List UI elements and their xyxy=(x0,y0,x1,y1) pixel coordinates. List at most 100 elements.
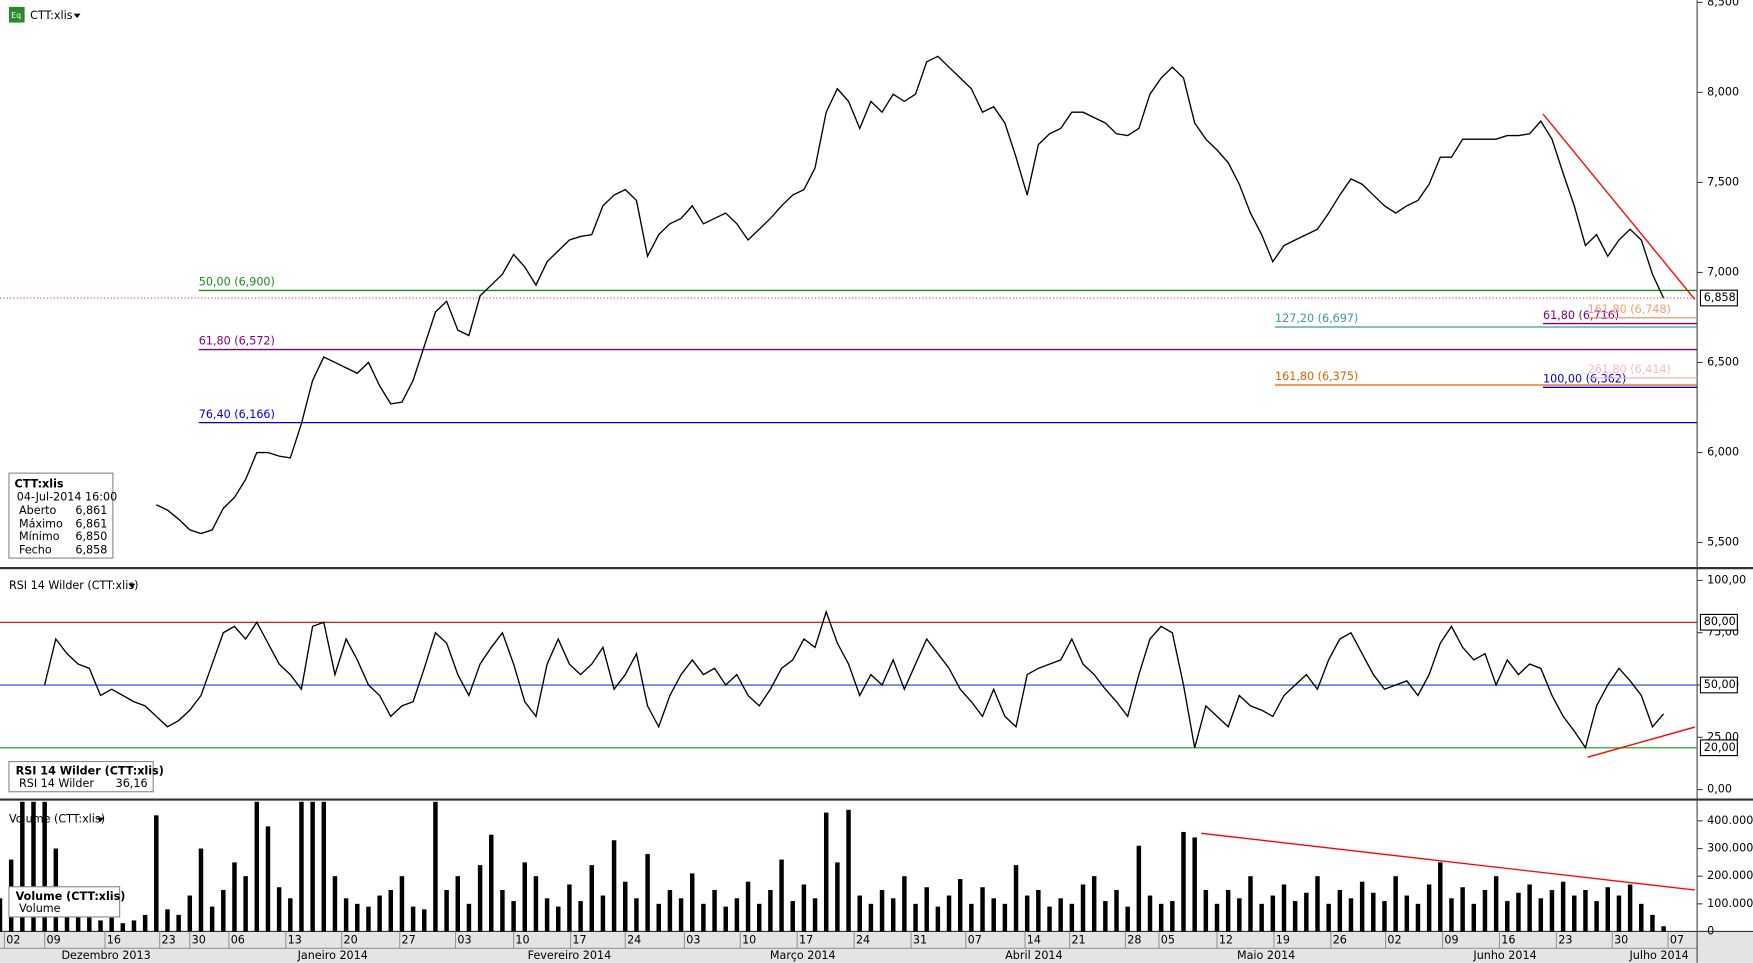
volume-bar xyxy=(1426,884,1432,932)
volume-bar xyxy=(756,903,762,932)
volume-bar xyxy=(1650,914,1655,932)
volume-bar xyxy=(1572,895,1577,932)
volume-bar xyxy=(1147,895,1153,932)
volume-bar xyxy=(399,876,405,932)
info-boxes: CTT:xlis 04-Jul-2014 16:00 Aberto 6,861 … xyxy=(8,472,164,918)
volume-bar xyxy=(623,881,628,932)
volume-bar xyxy=(410,906,416,932)
month-label: Dezembro 2013 xyxy=(61,949,150,962)
last-price-label: 6,858 xyxy=(1704,291,1736,304)
x-tick-label: 03 xyxy=(457,933,471,946)
volume-bar xyxy=(533,876,539,932)
x-tick-label: 30 xyxy=(192,933,206,946)
x-tick-label: 16 xyxy=(107,933,121,946)
volume-bar xyxy=(645,854,650,932)
volume-bar xyxy=(87,914,92,932)
info-label: Volume xyxy=(19,902,61,915)
volume-bar xyxy=(332,876,338,932)
volume-bar xyxy=(165,909,170,932)
volume-bar xyxy=(422,909,427,932)
volume-bar xyxy=(712,890,717,932)
x-tick-label: 14 xyxy=(1027,933,1041,946)
volume-bar xyxy=(567,884,572,932)
x-tick-label: 17 xyxy=(799,933,813,946)
x-tick-label: 06 xyxy=(231,933,245,946)
volume-bar xyxy=(634,898,639,932)
month-label: Julho 2014 xyxy=(1628,949,1688,962)
volume-bar xyxy=(801,884,807,932)
fib-label: 61,80 (6,716) xyxy=(1543,309,1619,322)
volume-bar xyxy=(1270,895,1276,932)
volume-bar xyxy=(1080,884,1086,932)
volume-bar xyxy=(232,862,237,932)
volume-bar xyxy=(1616,895,1622,932)
volume-bar xyxy=(1415,903,1421,932)
volume-bar xyxy=(1237,898,1242,932)
y-tick-label: 100,00 xyxy=(1707,573,1746,586)
volume-bar xyxy=(310,801,315,932)
dropdown-arrow[interactable] xyxy=(97,817,104,822)
volume-bar xyxy=(1627,884,1633,932)
y-tick-label: 8,000 xyxy=(1707,85,1739,98)
volume-bar xyxy=(1471,903,1477,932)
x-tick-label: 17 xyxy=(572,933,586,946)
x-tick-label: 24 xyxy=(856,933,870,946)
volume-bar xyxy=(1348,898,1354,932)
volume-bar xyxy=(1505,901,1510,932)
fib-label: 261,80 (6,414) xyxy=(1588,363,1671,376)
volume-bar xyxy=(1382,901,1387,932)
volume-bar xyxy=(1225,890,1231,932)
month-label: Janeiro 2014 xyxy=(297,949,368,962)
info-label: Mínimo xyxy=(19,530,60,543)
volume-bar xyxy=(1114,890,1119,932)
y-tick-label: 5,500 xyxy=(1707,536,1739,549)
volume-bar xyxy=(723,906,728,932)
volume-bar xyxy=(1058,898,1063,932)
volume-bar xyxy=(276,887,282,932)
volume-bar xyxy=(779,859,784,932)
last-price-tag xyxy=(1699,289,1738,307)
x-tick-label: 26 xyxy=(1333,933,1347,946)
y-tick-label: 400.000 xyxy=(1707,814,1753,827)
info-value: 6,861 xyxy=(75,504,107,517)
volume-bar xyxy=(1493,876,1499,932)
y-tick-label: 300.000 xyxy=(1707,842,1753,855)
volume-bar xyxy=(1013,865,1019,932)
volume-bar xyxy=(187,895,193,932)
volume-bar xyxy=(1538,898,1544,932)
dropdown-arrow[interactable] xyxy=(73,13,81,19)
x-tick-label: 02 xyxy=(6,933,20,946)
volume-bar xyxy=(433,801,438,932)
volume-bar xyxy=(556,906,561,932)
volume-bar xyxy=(902,876,907,932)
x-tick-label: 02 xyxy=(1387,933,1401,946)
volume-bar xyxy=(31,801,36,932)
volume-bar xyxy=(1103,901,1108,932)
fib-label: 100,00 (6,362) xyxy=(1543,373,1626,386)
volume-bar xyxy=(1605,887,1611,932)
volume-bar xyxy=(1583,890,1588,932)
volume-bar xyxy=(611,840,617,932)
volume-bar xyxy=(321,801,327,932)
panel-title[interactable]: CTT:xlis xyxy=(30,9,73,22)
y-tick-label: 8,500 xyxy=(1707,0,1739,8)
x-tick-label: 31 xyxy=(913,933,927,946)
volume-bar xyxy=(969,903,974,932)
volume-bar xyxy=(366,906,371,932)
panel-title[interactable]: RSI 14 Wilder (CTT:xlis) xyxy=(9,579,139,592)
app-icon[interactable] xyxy=(8,6,25,23)
dropdown-arrow[interactable] xyxy=(128,583,136,589)
month-label: Maio 2014 xyxy=(1237,949,1295,962)
trendline xyxy=(1201,832,1695,891)
volume-bar xyxy=(1549,890,1555,932)
volume-bar xyxy=(120,923,126,932)
volume-bar xyxy=(522,862,527,932)
volume-bar xyxy=(1661,926,1666,932)
volume-bar xyxy=(455,876,461,932)
volume-bar xyxy=(857,895,862,932)
y-tick-label: 7,500 xyxy=(1707,175,1739,188)
volume-bar xyxy=(20,801,25,932)
volume-bar xyxy=(734,898,740,932)
level-label: 20,00 xyxy=(1704,741,1736,754)
